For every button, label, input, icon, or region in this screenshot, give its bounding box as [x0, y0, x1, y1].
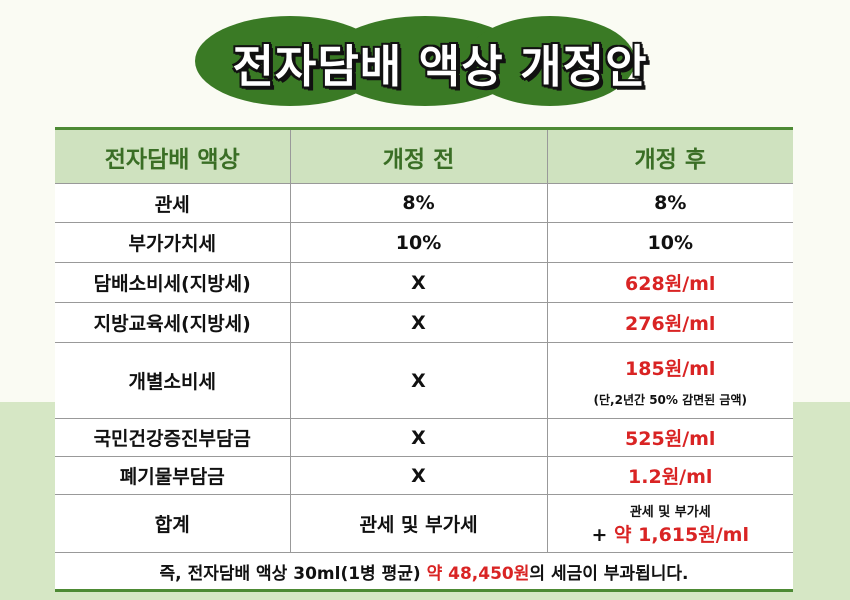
total-row: 합계 관세 및 부가세 관세 및 부가세 + 약 1,615원/ml [55, 494, 793, 553]
row-after: 525원/ml [546, 418, 793, 457]
row-after: 628원/ml [546, 262, 793, 303]
row-item: 폐기물부담금 [55, 456, 291, 495]
row-before: X [289, 262, 548, 303]
row-after: 1.2원/ml [546, 456, 793, 495]
total-item: 합계 [55, 494, 291, 553]
header-after: 개정 후 [546, 128, 793, 184]
row-item: 국민건강증진부담금 [55, 418, 291, 457]
table-row: 개별소비세 X 185원/ml (단,2년간 50% 감면된 금액) [55, 342, 793, 419]
footer-suffix: 의 세금이 부과됩니다. [529, 563, 689, 584]
header-row: 전자담배 액상 개정 전 개정 후 [55, 128, 793, 184]
table-row: 관세 8% 8% [55, 183, 793, 223]
row-after: 185원/ml (단,2년간 50% 감면된 금액) [546, 342, 793, 419]
table-row: 국민건강증진부담금 X 525원/ml [55, 418, 793, 457]
total-after-value: 약 1,615원/ml [614, 523, 749, 546]
total-plus: + [591, 523, 615, 546]
title-blob [465, 16, 635, 106]
header-item: 전자담배 액상 [55, 128, 291, 184]
row-after: 8% [546, 183, 793, 223]
row-item: 부가가치세 [55, 222, 291, 263]
footer-note: 즉, 전자담배 액상 30ml(1병 평균) 약 48,450원의 세금이 부과… [55, 552, 793, 591]
tax-table: 전자담배 액상 개정 전 개정 후 관세 8% 8% 부가가치세 10% 10%… [55, 127, 793, 592]
total-after-label: 관세 및 부가세 [629, 504, 711, 520]
row-before: 8% [289, 183, 548, 223]
row-before: X [289, 302, 548, 343]
row-before: X [289, 418, 548, 457]
table-row: 지방교육세(지방세) X 276원/ml [55, 302, 793, 343]
row-item: 관세 [55, 183, 291, 223]
table-row: 담배소비세(지방세) X 628원/ml [55, 262, 793, 303]
total-after: 관세 및 부가세 + 약 1,615원/ml [546, 494, 793, 553]
row-after: 276원/ml [546, 302, 793, 343]
row-item: 지방교육세(지방세) [55, 302, 291, 343]
row-note: (단,2년간 50% 감면된 금액) [593, 392, 747, 407]
row-before: 10% [289, 222, 548, 263]
total-before: 관세 및 부가세 [289, 494, 548, 553]
row-item: 개별소비세 [55, 342, 291, 419]
row-item: 담배소비세(지방세) [55, 262, 291, 303]
table-row: 폐기물부담금 X 1.2원/ml [55, 456, 793, 495]
footer-highlight: 약 48,450원 [426, 563, 530, 584]
row-after: 10% [546, 222, 793, 263]
footer-prefix: 즉, 전자담배 액상 30ml(1병 평균) [159, 563, 427, 584]
page-title: 전자담배 액상 개정안 [232, 39, 648, 93]
table-row: 부가가치세 10% 10% [55, 222, 793, 263]
row-before: X [289, 342, 548, 419]
header-before: 개정 전 [289, 128, 548, 184]
row-before: X [289, 456, 548, 495]
footer-row: 즉, 전자담배 액상 30ml(1병 평균) 약 48,450원의 세금이 부과… [55, 552, 793, 591]
row-after-value: 185원/ml [625, 357, 716, 380]
title-banner: 전자담배 액상 개정안 [195, 12, 685, 112]
